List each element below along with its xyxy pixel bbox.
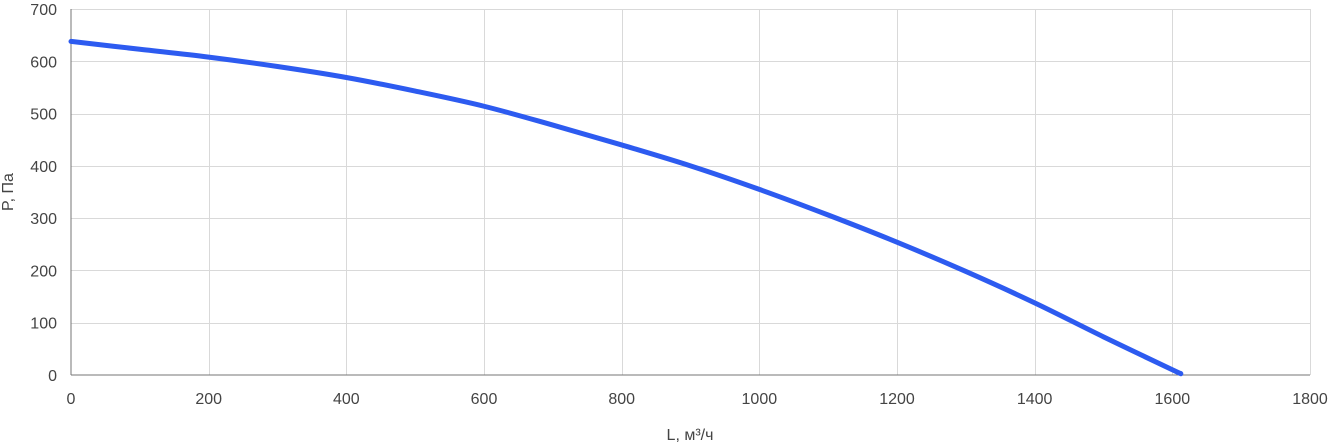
y-tick-label: 300 [30,211,57,228]
x-tick-label: 200 [195,391,222,408]
x-tick-label: 1800 [1292,391,1328,408]
y-tick-labels: 0 100 200 300 400 500 600 700 [30,2,57,385]
y-tick-label: 400 [30,159,57,176]
y-tick-label: 600 [30,54,57,71]
x-tick-label: 0 [67,391,76,408]
series-group [68,38,1184,377]
y-tick-label: 200 [30,263,57,280]
axes [70,9,1310,376]
x-tick-label: 600 [471,391,498,408]
y-tick-label: 700 [30,2,57,19]
x-axis-title: L, м³/ч [667,427,714,444]
y-tick-label: 100 [30,316,57,333]
x-tick-labels: 0 200 400 600 800 1000 1200 1400 1600 1800 [67,391,1328,408]
series-line [68,38,1184,377]
x-tick-label: 800 [608,391,635,408]
x-tick-label: 1000 [742,391,778,408]
x-tick-label: 1400 [1017,391,1053,408]
x-tick-label: 1600 [1155,391,1191,408]
y-tick-label: 500 [30,107,57,124]
y-axis-title: P, Па [0,173,17,211]
y-tick-label: 0 [48,368,57,385]
x-tick-label: 400 [333,391,360,408]
x-tick-label: 1200 [879,391,915,408]
